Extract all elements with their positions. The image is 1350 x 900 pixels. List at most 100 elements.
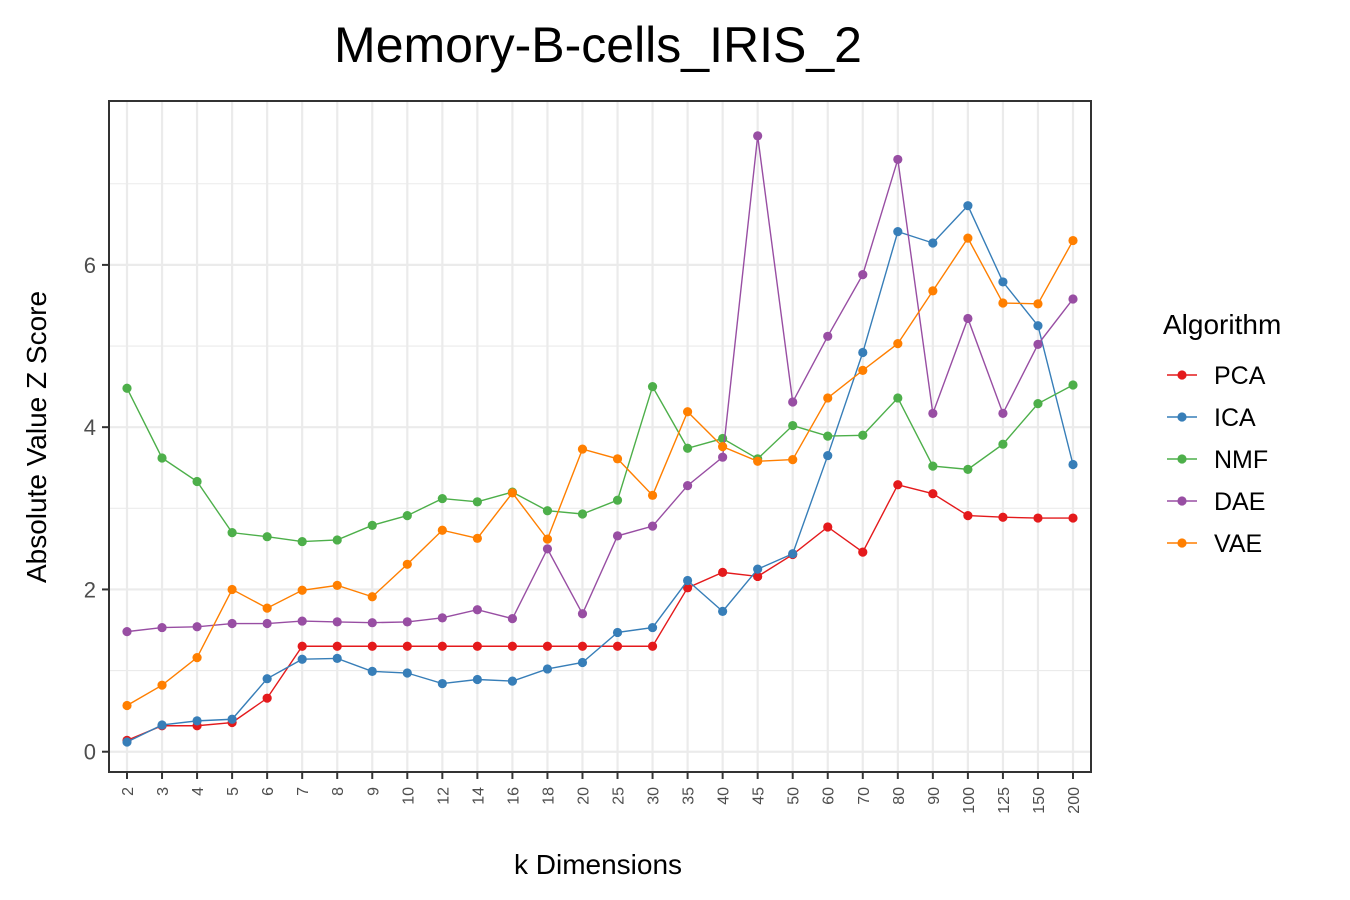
data-point <box>998 408 1008 418</box>
data-point <box>612 641 623 651</box>
data-point <box>823 522 833 532</box>
data-point <box>963 511 973 521</box>
data-point <box>437 641 447 651</box>
data-point <box>227 528 237 538</box>
data-point <box>402 617 412 627</box>
data-point <box>577 641 588 651</box>
data-point <box>262 693 272 703</box>
y-axis: 0 2 4 6 <box>84 253 109 765</box>
data-point <box>297 641 307 651</box>
data-point <box>823 393 833 403</box>
data-point <box>332 580 342 590</box>
data-point <box>682 575 693 586</box>
x-tick-label: 9 <box>365 787 382 796</box>
x-axis: 2 3 4 5 6 7 8 9 10 12 14 16 18 20 25 30 35 40 45 50 60 70 80 90… <box>120 772 1083 814</box>
legend-label: NMF <box>1214 446 1268 474</box>
data-point <box>928 489 938 499</box>
series-ica <box>122 201 1078 747</box>
series-vae <box>122 233 1078 711</box>
data-point <box>227 584 237 595</box>
legend-title: Algorithm <box>1163 309 1281 340</box>
data-point <box>788 455 798 465</box>
x-tick-label: 30 <box>646 787 663 805</box>
gridlines <box>109 101 1091 772</box>
data-point <box>858 547 868 557</box>
series-line <box>126 204 1074 743</box>
data-point <box>157 720 167 730</box>
data-point <box>367 520 377 530</box>
data-point <box>998 298 1008 308</box>
data-point <box>367 666 377 676</box>
data-point <box>682 480 693 491</box>
series-line <box>126 384 1074 543</box>
x-tick-label: 70 <box>856 787 873 805</box>
data-point <box>332 535 342 545</box>
data-point <box>297 536 307 547</box>
data-point <box>963 464 973 474</box>
data-point <box>192 476 202 487</box>
legend-label: ICA <box>1214 404 1256 432</box>
data-point <box>823 450 833 461</box>
data-point <box>858 347 868 358</box>
series-dae <box>122 131 1078 637</box>
data-point <box>1068 235 1078 246</box>
x-tick-label: 4 <box>190 787 207 796</box>
data-point <box>647 490 658 500</box>
data-point <box>1068 380 1078 390</box>
data-point <box>367 618 377 628</box>
data-point <box>542 544 553 554</box>
data-point <box>227 618 237 629</box>
data-point <box>1068 294 1078 304</box>
x-tick-label: 5 <box>225 787 242 796</box>
legend-point <box>1177 538 1187 548</box>
series-nmf <box>122 380 1078 547</box>
data-point <box>612 531 623 541</box>
data-point <box>577 509 588 519</box>
data-point <box>157 622 167 633</box>
data-point <box>998 277 1008 287</box>
data-point <box>122 700 132 711</box>
legend: Algorithm PCA ICA NMF DAE VAE <box>1163 309 1281 558</box>
data-point <box>858 365 868 375</box>
x-tick-label: 100 <box>961 787 978 814</box>
x-tick-label: 7 <box>295 787 312 796</box>
x-tick-label: 35 <box>681 787 698 805</box>
y-tick-label: 0 <box>84 740 96 765</box>
x-tick-label: 60 <box>821 787 838 805</box>
data-point <box>612 495 623 505</box>
data-point <box>682 583 693 593</box>
legend-label: DAE <box>1214 488 1265 516</box>
data-point <box>612 454 623 464</box>
data-point <box>122 383 132 393</box>
y-tick-label: 4 <box>84 415 96 440</box>
data-point <box>402 668 412 678</box>
data-point <box>122 627 132 637</box>
x-tick-label: 40 <box>716 787 733 805</box>
data-point <box>788 420 798 431</box>
y-axis-title: Absolute Value Z Score <box>21 291 52 583</box>
x-tick-label: 50 <box>786 787 803 805</box>
data-point <box>402 559 412 569</box>
legend-point <box>1177 412 1187 422</box>
x-tick-label: 16 <box>505 787 522 805</box>
data-point <box>262 674 272 684</box>
legend-item-dae: DAE <box>1167 488 1265 516</box>
data-point <box>262 603 272 613</box>
data-point <box>682 443 693 453</box>
legend-item-pca: PCA <box>1167 362 1266 390</box>
data-point <box>472 641 482 651</box>
data-point <box>753 456 763 466</box>
y-tick-label: 2 <box>84 577 96 602</box>
data-point <box>893 393 903 403</box>
legend-point <box>1177 454 1187 464</box>
legend-point <box>1177 496 1187 506</box>
x-tick-label: 125 <box>996 787 1013 814</box>
data-point <box>893 154 903 165</box>
x-tick-label: 3 <box>155 787 172 796</box>
data-point <box>647 641 658 651</box>
data-point <box>718 442 728 452</box>
data-point <box>297 585 307 595</box>
data-point <box>577 657 588 668</box>
data-point <box>753 571 763 582</box>
